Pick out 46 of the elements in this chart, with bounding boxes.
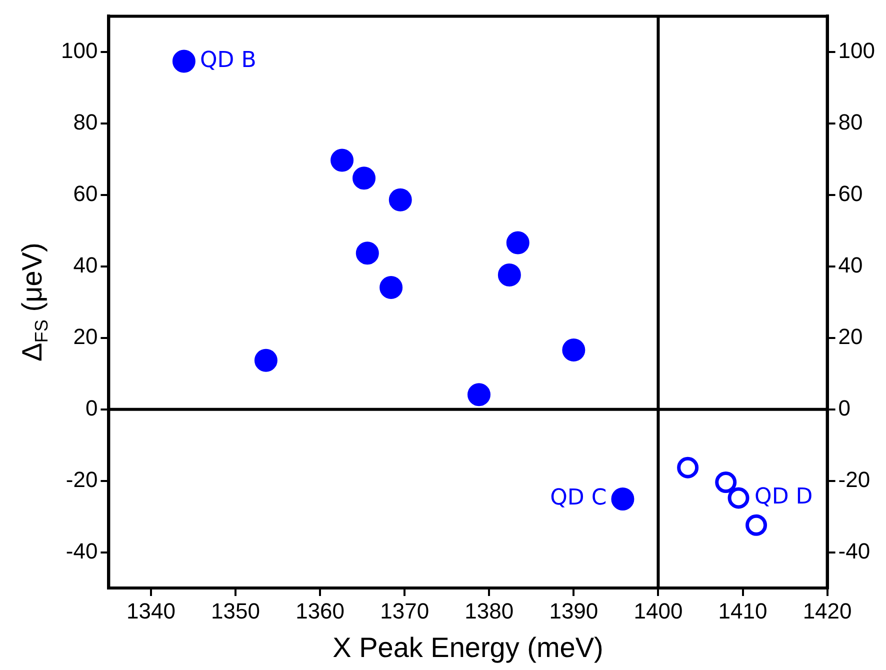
x-tick-label: 1370	[380, 598, 430, 624]
y-tick-label: 20	[73, 324, 98, 349]
point	[728, 487, 750, 509]
x-axis-title: X Peak Energy (meV)	[332, 632, 604, 663]
point	[746, 514, 768, 536]
point	[254, 348, 278, 372]
point	[677, 456, 699, 478]
point	[467, 383, 490, 406]
y2-tick-label: 60	[838, 180, 863, 206]
y2-tick-label: 80	[838, 109, 863, 134]
y2-tick-label: 20	[838, 324, 863, 349]
point	[330, 148, 354, 172]
point	[172, 50, 196, 73]
point	[506, 231, 530, 254]
x-tick-label: 1420	[802, 598, 852, 624]
x-tick-label: 1380	[464, 598, 514, 624]
point	[352, 166, 376, 190]
point	[380, 276, 403, 299]
point	[562, 338, 586, 362]
y-axis-title: ΔFS (μeV)	[16, 242, 52, 362]
x-tick-label: 1390	[549, 598, 598, 624]
annotation: QD C	[550, 486, 607, 511]
y2-tick-label: -40	[838, 538, 870, 564]
y-tick-label: 0	[85, 395, 98, 420]
point	[356, 242, 379, 265]
point	[611, 488, 634, 511]
y2-tick-label: -20	[838, 466, 870, 492]
y2-tick-label: 40	[838, 252, 863, 278]
y-tick-label: 40	[73, 252, 98, 278]
y-tick-label: 100	[60, 38, 98, 63]
y-tick-label: -40	[66, 538, 98, 564]
y2-tick-label: 0	[838, 395, 851, 420]
x-tick-label: 1410	[718, 598, 768, 624]
point	[498, 263, 521, 286]
y-tick-label: 80	[73, 109, 98, 134]
x-tick-label: 1340	[126, 598, 176, 624]
x-tick-label: 1360	[296, 598, 345, 624]
point	[388, 188, 412, 212]
y-tick-label: 60	[73, 180, 98, 206]
annotation: QD B	[200, 48, 256, 73]
x-tick-label: 1350	[211, 598, 260, 624]
x-tick-label: 1400	[634, 598, 683, 624]
annotation: QD D	[754, 484, 813, 510]
point	[715, 471, 737, 493]
y-tick-label: -20	[66, 466, 98, 492]
y2-tick-label: 100	[838, 38, 876, 63]
